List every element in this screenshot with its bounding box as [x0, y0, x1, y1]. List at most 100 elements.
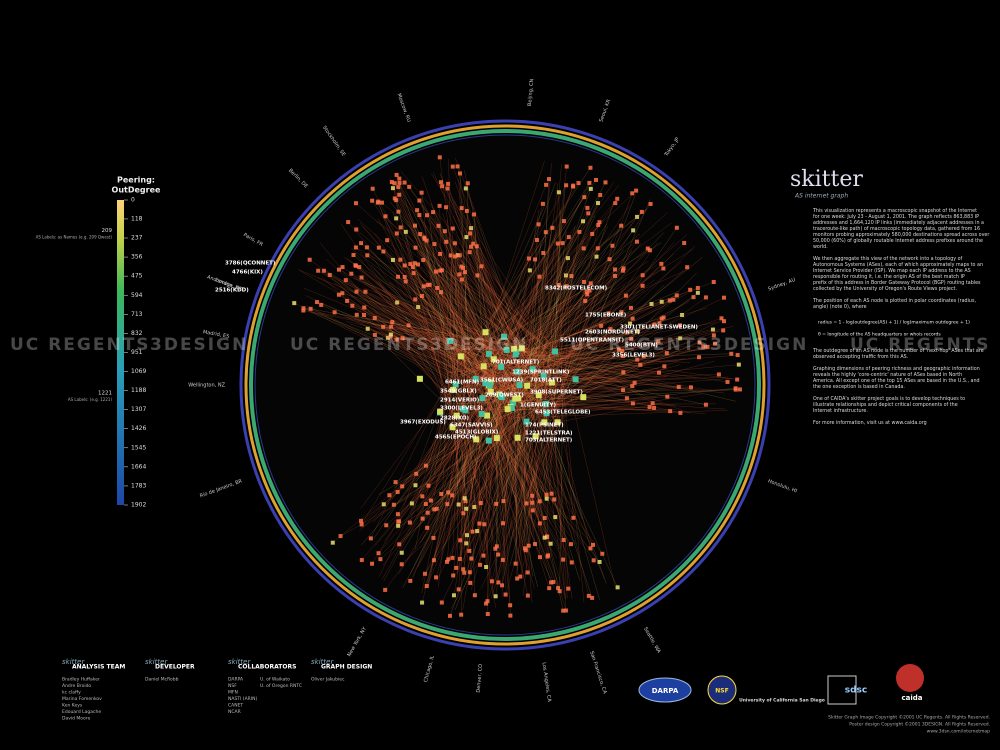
as-node: [472, 593, 477, 598]
as-node: [459, 206, 464, 211]
edge: [525, 245, 696, 417]
as-node: [652, 322, 657, 327]
core-node: [479, 395, 486, 402]
as-node: [621, 388, 626, 393]
as-node: [394, 231, 399, 236]
as-node: [395, 489, 400, 494]
edge: [469, 233, 532, 377]
as-node: [549, 580, 554, 585]
edge: [386, 393, 533, 526]
subtitle: AS internet graph: [794, 193, 848, 200]
edge: [357, 275, 541, 415]
edge: [445, 207, 522, 389]
edge: [455, 412, 537, 528]
edge: [456, 389, 740, 404]
edge: [415, 299, 454, 412]
edge: [365, 318, 524, 396]
edge: [450, 272, 526, 410]
as-node: [598, 192, 603, 197]
edge: [342, 266, 528, 394]
as-node: [623, 293, 628, 298]
as-node: [536, 222, 541, 227]
edge: [507, 397, 657, 420]
core-node: [449, 424, 456, 431]
edge: [483, 375, 503, 556]
edge: [470, 301, 662, 401]
as-node: [354, 227, 359, 232]
as-node: [301, 306, 306, 311]
as-node: [733, 387, 738, 392]
as-node: [571, 183, 576, 188]
as-node: [385, 238, 390, 243]
edge: [454, 182, 579, 378]
as-node: [425, 510, 430, 515]
edge: [453, 179, 597, 390]
edge: [476, 394, 551, 544]
as-node: [450, 226, 455, 231]
legend-tick-label: 951: [131, 349, 143, 356]
edge: [482, 359, 552, 583]
as-node: [474, 244, 479, 249]
edge: [355, 265, 462, 354]
as-node: [381, 324, 386, 329]
edge: [300, 270, 495, 385]
edge: [501, 203, 544, 365]
as-node: [438, 251, 443, 256]
as-node: [635, 357, 640, 362]
footer: Skitter Graph Image Copyright ©2001 UC R…: [828, 714, 990, 735]
edge: [509, 420, 564, 491]
edge: [433, 384, 511, 473]
core-node: [523, 418, 530, 425]
edge: [445, 248, 648, 405]
as-node: [452, 241, 457, 246]
as-node: [346, 220, 351, 225]
edge: [425, 389, 520, 505]
edge: [479, 363, 554, 583]
edge: [421, 205, 549, 360]
edge: [389, 178, 493, 398]
edge: [497, 364, 548, 557]
edge: [455, 237, 554, 389]
edge: [448, 399, 656, 404]
edge: [329, 274, 521, 362]
as-node: [581, 219, 586, 224]
watermark-text: UC REGENTS: [850, 335, 991, 355]
credit-name: NSF: [228, 683, 237, 689]
edge: [560, 255, 575, 424]
edge: [402, 302, 544, 376]
as-node: [610, 243, 615, 248]
edge: [483, 387, 624, 391]
edge: [528, 183, 559, 403]
as-node: [526, 543, 531, 548]
node-label: 174(PSINET): [525, 423, 564, 429]
edge: [528, 226, 576, 370]
edge: [396, 218, 527, 349]
edge: [477, 220, 565, 383]
as-node: [393, 480, 398, 485]
as-node: [445, 186, 450, 191]
edge: [474, 246, 536, 376]
footer-line: Poster design Copyright ©2001 3DESIGN. A…: [849, 721, 990, 728]
edge: [376, 323, 556, 408]
paragraph: Graphing dimensions of peering richness …: [813, 366, 980, 390]
as-node: [525, 593, 530, 598]
as-node: [544, 182, 549, 187]
legend-subtitle: OutDegree: [112, 186, 161, 195]
as-node: [379, 200, 384, 205]
as-node: [496, 580, 501, 585]
edge: [427, 294, 473, 367]
edge: [425, 391, 450, 466]
edge: [453, 252, 554, 350]
as-node: [392, 181, 397, 186]
as-node: [420, 600, 425, 605]
as-node: [351, 253, 356, 258]
as-node: [557, 589, 562, 594]
edge: [417, 345, 558, 528]
edge: [457, 348, 624, 357]
edge: [488, 345, 528, 573]
as-node: [370, 198, 375, 203]
as-node: [674, 225, 679, 230]
as-node: [340, 265, 345, 270]
edge: [342, 292, 455, 385]
as-node: [546, 177, 551, 182]
